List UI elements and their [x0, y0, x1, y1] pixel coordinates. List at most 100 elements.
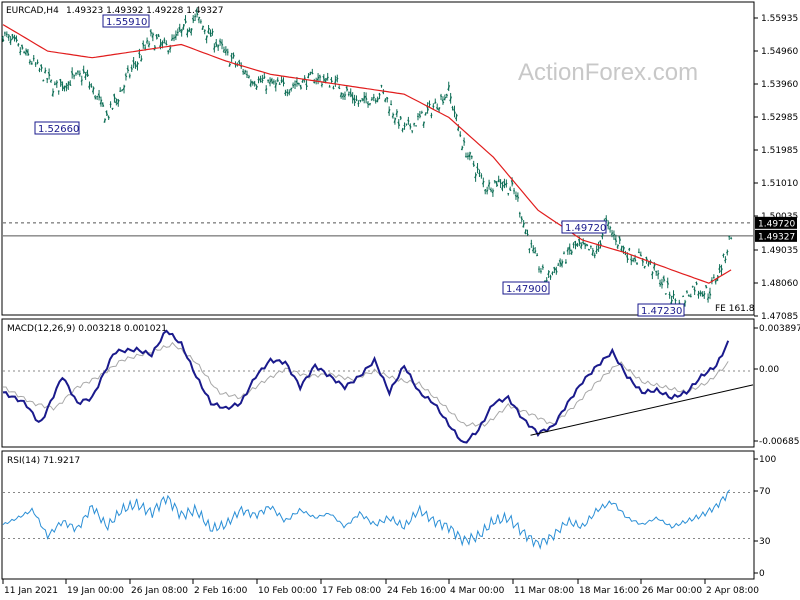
candle: [96, 95, 99, 100]
price-annotation: FE 161.8: [715, 304, 755, 314]
candle: [513, 187, 515, 195]
candle: [278, 82, 281, 86]
candle: [562, 251, 566, 255]
macd-signal-line: [3, 341, 729, 427]
price-annotation: 1.52660: [34, 121, 80, 135]
candle: [531, 245, 535, 254]
candle: [205, 35, 209, 44]
time-tick-label: 11 Jan 2021: [4, 586, 58, 596]
candle: [499, 179, 502, 188]
candle: [287, 89, 291, 96]
candle: [263, 72, 266, 80]
candle: [430, 112, 433, 119]
candle: [65, 82, 68, 92]
candle: [393, 117, 397, 125]
candle: [666, 277, 670, 289]
candle: [697, 290, 700, 299]
candle: [243, 69, 247, 75]
candle: [322, 74, 326, 83]
candle: [78, 70, 82, 77]
candle: [163, 37, 166, 44]
candle: [318, 74, 322, 82]
candle: [397, 119, 401, 129]
candle: [722, 253, 725, 258]
time-tick-label: 24 Feb 16:00: [387, 586, 446, 596]
candle: [97, 89, 101, 101]
candle: [639, 251, 643, 257]
candle: [80, 75, 84, 86]
price-tick-label: 1.51010: [761, 179, 798, 189]
candle: [724, 256, 727, 264]
candle: [19, 47, 22, 56]
chart-ohlc: 1.49323 1.49392 1.49228 1.49327: [66, 6, 223, 16]
candle: [474, 172, 477, 182]
price-tag-label: 1.49327: [758, 232, 795, 242]
candle: [387, 106, 391, 116]
candle: [362, 91, 366, 104]
candle: [462, 137, 466, 146]
macd-line: [2, 329, 730, 444]
candle: [105, 110, 109, 117]
candle: [257, 76, 260, 84]
candle: [5, 31, 8, 38]
candle: [549, 274, 552, 280]
candle: [476, 163, 479, 174]
candle: [459, 131, 462, 138]
candle: [264, 85, 268, 95]
candle: [368, 102, 372, 106]
candle: [487, 179, 491, 190]
candle: [20, 44, 24, 50]
candle: [334, 75, 337, 87]
candle: [553, 266, 556, 274]
candle: [424, 112, 427, 116]
candle: [268, 77, 272, 87]
candle: [226, 48, 229, 56]
candle: [103, 118, 107, 123]
candle: [255, 84, 258, 90]
candle: [361, 97, 364, 102]
candle: [111, 107, 114, 110]
time-tick-label: 18 Mar 16:00: [579, 586, 639, 596]
candle: [216, 44, 220, 51]
candle: [70, 67, 74, 79]
candle: [370, 97, 374, 101]
candle: [434, 98, 437, 104]
candle: [220, 39, 224, 50]
candle: [593, 252, 596, 259]
rsi-title: RSI(14) 71.9217: [7, 456, 80, 466]
candle: [309, 71, 312, 76]
price-tag: 1.49327: [755, 229, 797, 242]
candle: [47, 68, 51, 80]
time-tick-label: 2 Feb 16:00: [194, 586, 248, 596]
candle: [282, 77, 285, 87]
candle: [286, 89, 289, 97]
price-tick-label: 1.52985: [761, 113, 798, 123]
candle: [628, 247, 631, 252]
candle: [536, 253, 539, 257]
candle: [464, 152, 468, 158]
candle: [386, 96, 389, 103]
candle: [353, 94, 356, 106]
candle: [647, 261, 650, 267]
price-tag: 1.49720: [755, 216, 797, 229]
candle: [230, 52, 233, 62]
candle: [40, 64, 43, 72]
candle: [222, 46, 226, 53]
candle: [28, 59, 32, 65]
candle: [38, 67, 41, 73]
candle: [336, 74, 339, 83]
candle: [518, 211, 521, 218]
candle: [267, 79, 270, 83]
candle: [253, 80, 257, 87]
candle: [211, 28, 214, 36]
candle: [660, 278, 664, 289]
price-tick-label: 1.47085: [761, 312, 798, 322]
candle: [612, 230, 616, 240]
candle: [357, 100, 360, 107]
candle: [140, 55, 143, 62]
candle: [651, 271, 654, 280]
candle: [390, 100, 393, 106]
candle: [570, 249, 573, 255]
candle: [683, 299, 687, 307]
candle: [228, 63, 232, 67]
